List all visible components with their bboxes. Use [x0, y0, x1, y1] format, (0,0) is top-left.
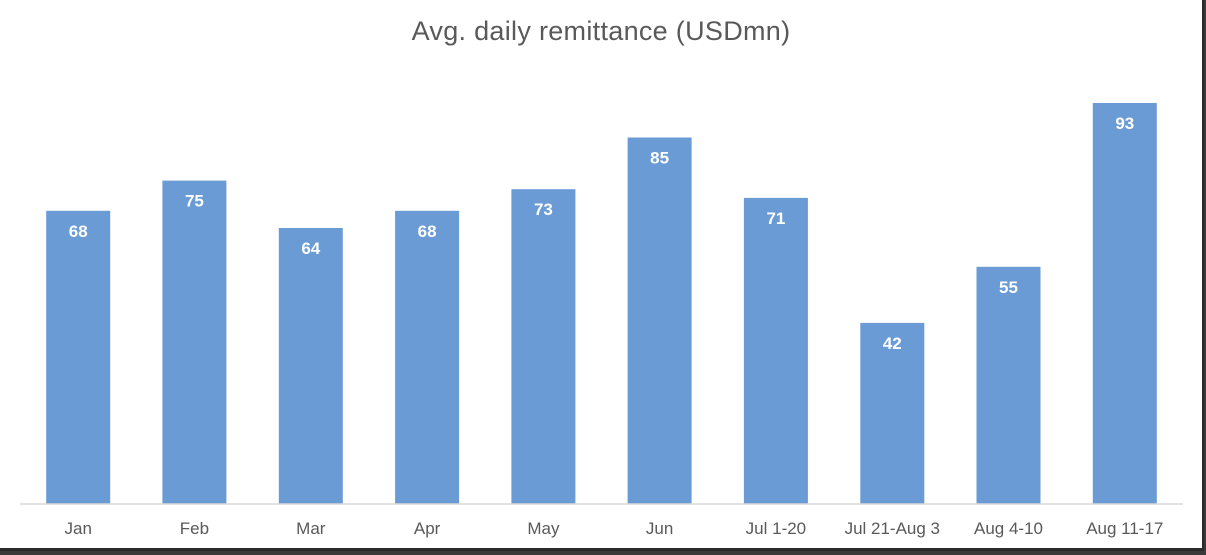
bar-8 — [860, 322, 925, 504]
data-label-3: 64 — [301, 239, 320, 258]
data-label-5: 73 — [534, 200, 553, 219]
bars-layer — [46, 103, 1157, 505]
data-label-4: 68 — [418, 222, 437, 241]
bar-4 — [395, 210, 460, 505]
data-label-7: 71 — [766, 209, 785, 228]
data-label-2: 75 — [185, 192, 204, 211]
x-tick-label-5: May — [527, 519, 560, 538]
chart-title: Avg. daily remittance (USDmn) — [411, 16, 791, 46]
bar-10 — [1092, 103, 1157, 504]
bar-1 — [46, 210, 111, 505]
x-tick-label-7: Jul 1-20 — [746, 519, 806, 538]
x-tick-label-2: Feb — [180, 519, 209, 538]
data-label-6: 85 — [650, 149, 669, 168]
bar-2 — [162, 180, 227, 504]
bar-3 — [278, 228, 343, 504]
x-tick-label-6: Jun — [646, 519, 673, 538]
data-label-9: 55 — [999, 278, 1018, 297]
x-tick-label-3: Mar — [296, 519, 326, 538]
data-label-1: 68 — [69, 222, 88, 241]
x-tick-label-9: Aug 4-10 — [974, 519, 1043, 538]
x-tick-labels-layer: Jan Feb Mar Apr May Jun Jul 1-20 Jul 21-Aug 3 Au… — [64, 519, 1163, 538]
data-label-8: 42 — [883, 334, 902, 353]
x-tick-label-1: Jan — [64, 519, 91, 538]
data-label-10: 93 — [1115, 114, 1134, 133]
x-tick-label-4: Apr — [414, 519, 441, 538]
bar-9 — [976, 266, 1041, 504]
data-labels-layer: 68 75 64 68 73 85 71 42 55 93 — [69, 114, 1135, 353]
x-tick-label-10: Aug 11-17 — [1086, 519, 1163, 538]
x-tick-label-8: Jul 21-Aug 3 — [845, 519, 940, 538]
bar-6 — [627, 137, 692, 504]
bar-7 — [743, 197, 808, 504]
bar-5 — [511, 189, 576, 504]
